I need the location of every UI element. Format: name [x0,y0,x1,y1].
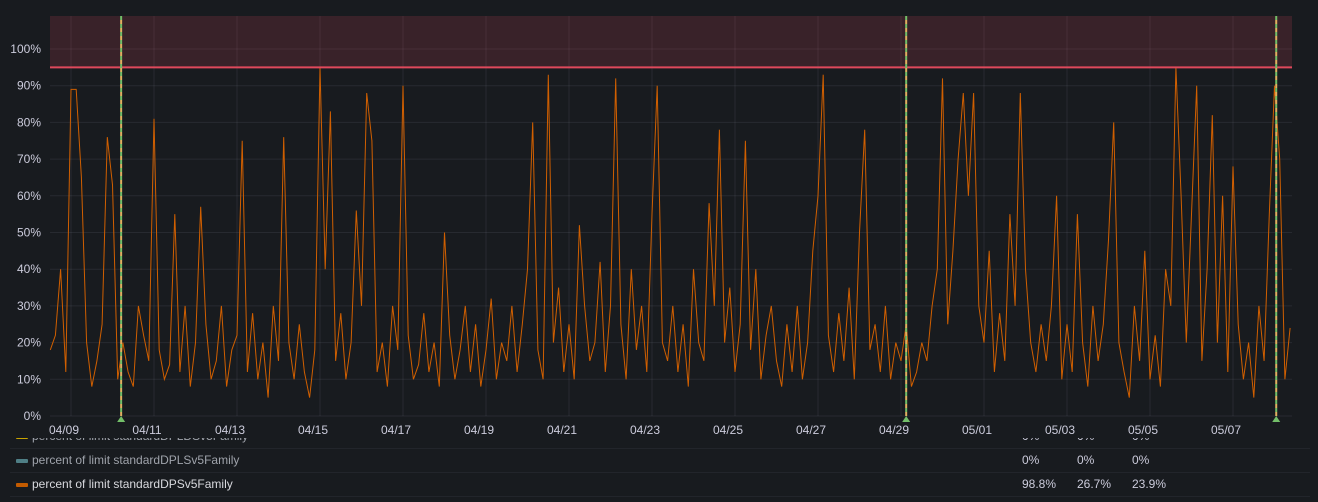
legend-value: 0% [1077,438,1094,443]
annotation-marker[interactable] [1272,16,1281,422]
legend-color-swatch [16,438,28,439]
legend-value: 0% [1022,438,1039,443]
y-tick-label: 90% [17,79,41,93]
y-tick-label: 0% [24,409,42,423]
threshold-region [50,16,1292,68]
x-tick-label: 05/03 [1045,423,1075,437]
x-axis: 04/09 04/11 04/13 04/15 04/17 04/19 04/21 04/23… [49,423,1241,437]
legend-color-swatch [16,483,28,487]
x-tick-label: 05/01 [962,423,992,437]
annotation-marker[interactable] [117,16,126,422]
x-tick-label: 04/09 [49,423,79,437]
x-tick-label: 04/19 [464,423,494,437]
legend-row[interactable]: percent of limit standardDPLSv5Family 0% 0… [10,449,1310,473]
x-tick-label: 04/29 [879,423,909,437]
series-line-standardDPSv5Family [49,67,1291,398]
legend-row[interactable]: percent of limit standardDPSv5Family 98.8… [10,473,1310,497]
legend-value: 0% [1077,453,1095,467]
legend-value: 23.9% [1132,477,1167,491]
legend-color-swatch [16,459,28,463]
x-tick-label: 04/17 [381,423,411,437]
x-tick-label: 04/21 [547,423,577,437]
annotations [117,16,1281,422]
time-series-chart[interactable]: 0%10%20%30%40%50%60%70%80%90%100% 04/09 0… [0,0,1318,440]
legend-value: 0% [1022,453,1040,467]
y-tick-label: 50% [17,226,41,240]
legend: percent of limit standardDPLDSv5Family 0%… [0,438,1318,502]
x-tick-label: 04/27 [796,423,826,437]
y-tick-label: 100% [10,42,41,56]
y-tick-label: 40% [17,262,41,276]
grid [50,16,1292,417]
x-tick-label: 04/11 [132,423,161,437]
annotation-marker[interactable] [902,16,911,422]
legend-row[interactable]: percent of limit standardDPLDSv5Family 0%… [10,438,1310,449]
legend-value: 26.7% [1077,477,1112,491]
legend-series-name[interactable]: percent of limit standardDPSv5Family [32,477,233,491]
x-tick-label: 04/23 [630,423,660,437]
legend-value: 0% [1132,453,1150,467]
legend-series-name[interactable]: percent of limit standardDPLDSv5Family [32,438,248,443]
x-tick-label: 05/07 [1211,423,1241,437]
legend-value: 0% [1132,438,1149,443]
y-tick-label: 30% [17,299,41,313]
x-tick-label: 04/25 [713,423,743,437]
y-tick-label: 70% [17,152,41,166]
x-tick-label: 04/15 [298,423,328,437]
x-tick-label: 05/05 [1128,423,1158,437]
legend-series-name[interactable]: percent of limit standardDPLSv5Family [32,453,240,467]
y-tick-label: 60% [17,189,41,203]
y-axis: 0% 10% 20% 30% 40% 50% 60% 70% 80% 90% 100% [10,42,41,423]
y-tick-label: 80% [17,115,41,129]
y-tick-label: 10% [17,372,41,386]
x-tick-label: 04/13 [215,423,245,437]
legend-value: 98.8% [1022,477,1057,491]
y-tick-label: 20% [17,336,41,350]
